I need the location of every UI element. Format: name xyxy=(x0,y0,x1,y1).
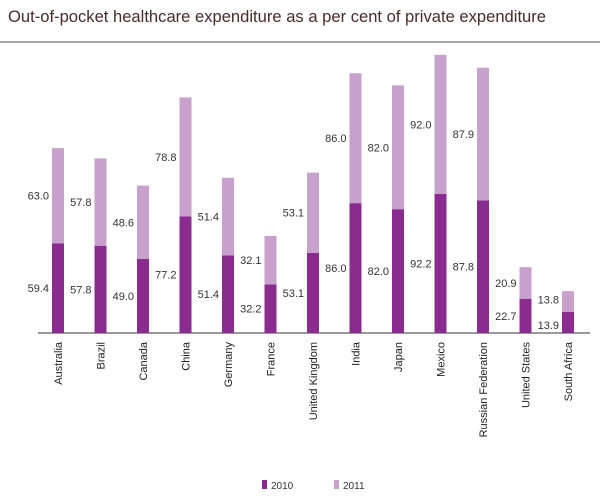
data-label: 87.9 xyxy=(453,129,474,141)
bar-2010-united-kingdom xyxy=(307,252,319,333)
x-tick-label: United Kingdom xyxy=(308,342,320,420)
legend-label: 2011 xyxy=(343,481,365,492)
bar-2011-brazil xyxy=(94,158,107,246)
data-label: 32.2 xyxy=(240,304,261,316)
bar-2011-japan xyxy=(392,85,404,210)
chart-title: Out-of-pocket healthcare expenditure as … xyxy=(8,7,546,26)
bar-2011-united-kingdom xyxy=(307,172,319,253)
bar-2010-russian-federation xyxy=(477,200,489,333)
bar-2010-united-states xyxy=(519,298,532,333)
bar-2011-russian-federation xyxy=(477,67,489,201)
x-tick-label: Australia xyxy=(53,341,65,385)
data-label: 92.0 xyxy=(410,119,431,131)
bar-2011-united-states xyxy=(519,267,532,299)
data-label: 53.1 xyxy=(283,208,304,220)
legend-swatch-2010 xyxy=(262,480,267,489)
bar-2010-japan xyxy=(392,209,404,333)
legend-label: 2010 xyxy=(271,481,294,492)
bar-2011-south-africa xyxy=(562,291,574,313)
data-label: 57.8 xyxy=(70,197,91,209)
data-label: 86.0 xyxy=(325,263,346,275)
data-label: 57.8 xyxy=(70,284,91,296)
x-tick-label: Mexico xyxy=(436,342,448,377)
bar-2011-france xyxy=(264,235,277,285)
data-label: 63.0 xyxy=(28,191,49,203)
bar-2011-canada xyxy=(137,185,149,260)
bar-2011-india xyxy=(349,73,362,204)
x-tick-label: United States xyxy=(521,342,533,409)
x-tick-label: France xyxy=(266,342,278,376)
data-label: 53.1 xyxy=(283,288,304,300)
data-label: 49.0 xyxy=(113,291,134,303)
data-label: 51.4 xyxy=(198,289,219,301)
data-label: 51.4 xyxy=(198,212,219,224)
x-tick-label: China xyxy=(181,341,193,371)
bar-2010-south-africa xyxy=(562,312,574,333)
bar-2010-mexico xyxy=(434,193,447,333)
data-label: 86.0 xyxy=(325,133,346,145)
x-tick-label: Brazil xyxy=(96,342,108,370)
data-label: 22.7 xyxy=(495,311,516,323)
data-label: 92.2 xyxy=(410,258,431,270)
bar-2010-china xyxy=(179,216,192,333)
bar-2011-china xyxy=(179,97,192,217)
data-label: 82.0 xyxy=(368,142,389,154)
x-tick-label: Russian Federation xyxy=(478,342,490,437)
bar-2011-australia xyxy=(52,148,64,244)
legend-swatch-2011 xyxy=(334,480,339,489)
data-label: 59.4 xyxy=(28,283,49,295)
bar-2011-mexico xyxy=(434,54,447,194)
data-label: 78.8 xyxy=(155,152,176,164)
bar-2010-australia xyxy=(52,243,64,333)
bar-2010-germany xyxy=(222,255,234,333)
data-label: 82.0 xyxy=(368,266,389,278)
bar-2010-brazil xyxy=(94,245,107,333)
bar-2010-canada xyxy=(137,259,149,333)
data-label: 32.1 xyxy=(240,255,261,267)
x-tick-label: Canada xyxy=(138,341,150,380)
bar-2011-germany xyxy=(222,177,234,256)
legend: 2010 2011 xyxy=(262,480,365,492)
x-tick-label: Japan xyxy=(393,342,405,372)
bar-2010-india xyxy=(349,203,362,333)
bar-2010-france xyxy=(264,284,277,333)
x-tick-label: India xyxy=(351,341,363,366)
data-label: 87.8 xyxy=(453,262,474,274)
data-label: 20.9 xyxy=(495,278,516,290)
x-tick-label: South Africa xyxy=(563,341,575,401)
data-label: 13.9 xyxy=(538,320,559,332)
x-tick-label: Germany xyxy=(223,342,235,388)
data-label: 77.2 xyxy=(155,270,176,282)
data-label: 13.8 xyxy=(538,295,559,307)
data-label: 48.6 xyxy=(113,217,134,229)
